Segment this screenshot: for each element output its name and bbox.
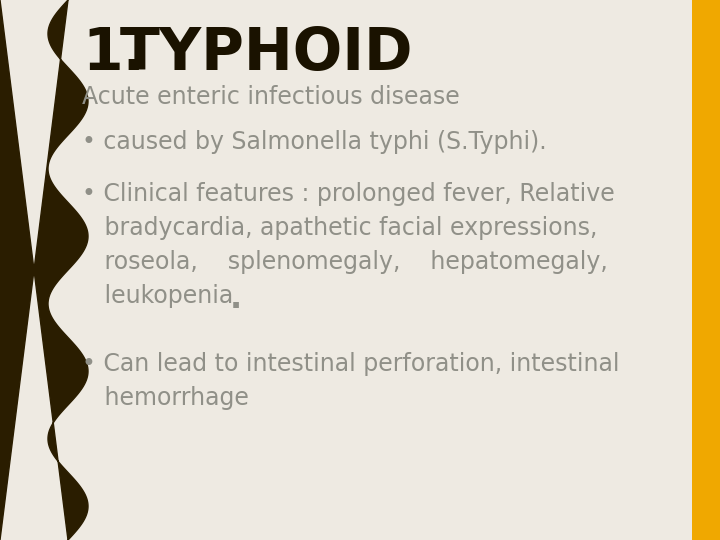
Text: • Can lead to intestinal perforation, intestinal: • Can lead to intestinal perforation, in… — [82, 352, 619, 376]
Text: bradycardia, apathetic facial expressions,: bradycardia, apathetic facial expression… — [82, 216, 598, 240]
Text: .: . — [230, 284, 242, 315]
Text: leukopenia: leukopenia — [82, 284, 233, 308]
Text: hemorrhage: hemorrhage — [82, 386, 249, 410]
Polygon shape — [0, 0, 88, 540]
Text: • caused by Salmonella typhi (S.Typhi).: • caused by Salmonella typhi (S.Typhi). — [82, 130, 546, 154]
Text: roseola,    splenomegaly,    hepatomegaly,: roseola, splenomegaly, hepatomegaly, — [82, 250, 608, 274]
Text: • Clinical features : prolonged fever, Relative: • Clinical features : prolonged fever, R… — [82, 182, 615, 206]
Text: Acute enteric infectious disease: Acute enteric infectious disease — [82, 85, 460, 109]
Text: 1.: 1. — [82, 25, 145, 82]
Bar — [692, 0, 720, 540]
Text: TYPHOID: TYPHOID — [120, 25, 413, 82]
